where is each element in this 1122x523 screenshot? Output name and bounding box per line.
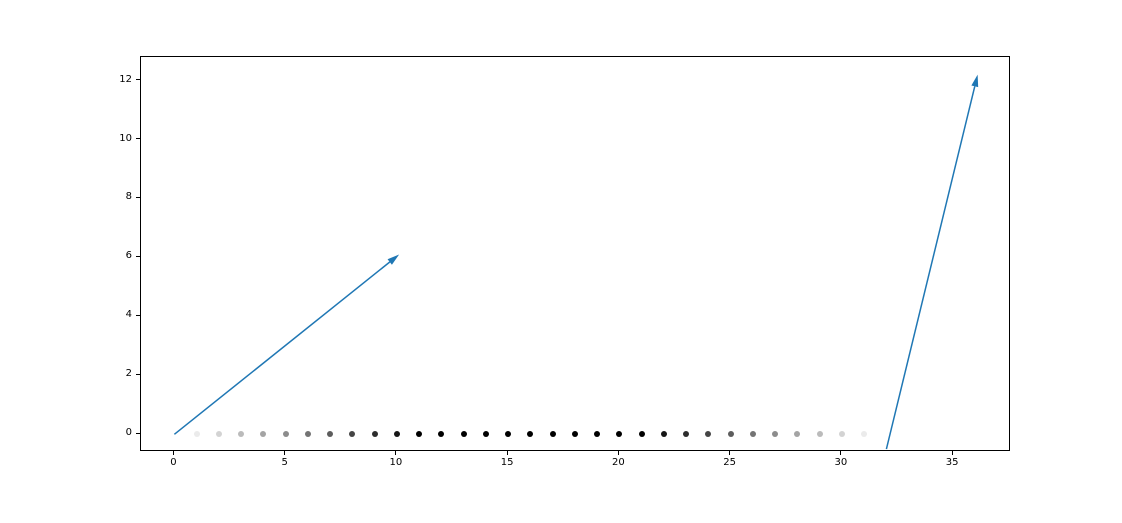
scatter-dot (372, 431, 378, 437)
ytick-mark (136, 197, 140, 198)
scatter-dot (616, 431, 622, 437)
scatter-dot (861, 431, 867, 437)
scatter-dot (305, 431, 311, 437)
xtick-label: 30 (826, 457, 856, 468)
scatter-dot (661, 431, 667, 437)
xtick-mark (729, 451, 730, 455)
scatter-dot (639, 431, 645, 437)
ytick-label: 12 (102, 74, 132, 85)
plot-axes (140, 56, 1010, 451)
scatter-dot (216, 431, 222, 437)
scatter-dot (505, 431, 511, 437)
xtick-label: 35 (937, 457, 967, 468)
scatter-dot (349, 431, 355, 437)
scatter-dot (772, 431, 778, 437)
xtick-label: 5 (270, 457, 300, 468)
scatter-dot (461, 431, 467, 437)
xtick-label: 0 (158, 457, 188, 468)
arrow-shaft (886, 86, 974, 449)
scatter-dot (327, 431, 333, 437)
xtick-mark (952, 451, 953, 455)
xtick-label: 15 (492, 457, 522, 468)
arrow-head (388, 255, 400, 265)
xtick-mark (173, 451, 174, 455)
scatter-dot (728, 431, 734, 437)
ytick-label: 6 (102, 250, 132, 261)
figure: 0 5 10 15 20 25 30 35 0 2 4 6 8 10 12 (0, 0, 1122, 523)
xtick-mark (840, 451, 841, 455)
arrow-shaft (174, 262, 389, 434)
scatter-dot (817, 431, 823, 437)
ytick-mark (136, 79, 140, 80)
scatter-dot (238, 431, 244, 437)
xtick-label: 10 (381, 457, 411, 468)
xtick-mark (618, 451, 619, 455)
scatter-dot (416, 431, 422, 437)
xtick-label: 25 (715, 457, 745, 468)
ytick-mark (136, 138, 140, 139)
arrow-head (971, 75, 978, 87)
scatter-dot (527, 431, 533, 437)
scatter-dot (839, 431, 845, 437)
xtick-mark (507, 451, 508, 455)
scatter-dot (750, 431, 756, 437)
xtick-mark (284, 451, 285, 455)
scatter-dot (194, 431, 200, 437)
ytick-label: 2 (102, 368, 132, 379)
ytick-mark (136, 433, 140, 434)
scatter-dot (438, 431, 444, 437)
scatter-dot (260, 431, 266, 437)
scatter-dot (572, 431, 578, 437)
scatter-dot (483, 431, 489, 437)
ytick-mark (136, 315, 140, 316)
xtick-mark (395, 451, 396, 455)
scatter-dot (394, 431, 400, 437)
scatter-dot (283, 431, 289, 437)
xtick-label: 20 (603, 457, 633, 468)
ytick-label: 8 (102, 191, 132, 202)
scatter-dot (794, 431, 800, 437)
scatter-dot (705, 431, 711, 437)
ytick-mark (136, 256, 140, 257)
scatter-dot (594, 431, 600, 437)
scatter-dot (550, 431, 556, 437)
ytick-label: 0 (102, 427, 132, 438)
ytick-label: 10 (102, 133, 132, 144)
scatter-dot (683, 431, 689, 437)
arrow-layer (141, 57, 1011, 452)
ytick-mark (136, 374, 140, 375)
ytick-label: 4 (102, 309, 132, 320)
